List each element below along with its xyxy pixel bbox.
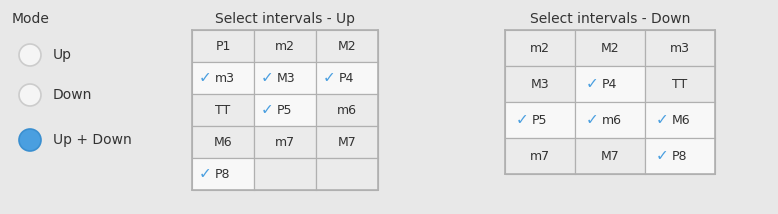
Text: M3: M3 [531,77,549,91]
Bar [254,126,316,158]
Bar [316,158,378,190]
Bar [575,30,645,66]
Bar [192,62,254,94]
Bar [575,102,645,138]
Bar [575,66,645,102]
Bar [645,30,715,66]
Text: P8: P8 [672,150,688,162]
Text: m6: m6 [602,113,622,126]
Text: M7: M7 [338,135,356,149]
Bar [316,94,378,126]
Text: P8: P8 [215,168,230,180]
Bar [316,126,378,158]
Text: ✓: ✓ [322,70,335,86]
Text: M3: M3 [277,71,296,85]
Text: ✓: ✓ [198,166,211,181]
Circle shape [19,44,41,66]
Bar [254,158,316,190]
Bar [192,94,254,126]
Text: ✓: ✓ [585,113,598,128]
Text: ✓: ✓ [585,76,598,92]
Text: Up: Up [53,48,72,62]
Circle shape [22,132,38,148]
Text: Down: Down [53,88,93,102]
Bar [645,138,715,174]
Text: M6: M6 [672,113,691,126]
Text: Mode: Mode [12,12,50,26]
Bar [316,30,378,62]
Circle shape [19,84,41,106]
Bar [575,138,645,174]
Text: ✓: ✓ [261,70,273,86]
Bar [254,94,316,126]
Text: m2: m2 [530,42,550,55]
Text: P5: P5 [277,104,293,116]
Text: m7: m7 [275,135,295,149]
Text: Select intervals - Up: Select intervals - Up [215,12,355,26]
Text: P4: P4 [602,77,618,91]
Bar [505,138,575,174]
Bar [254,30,316,62]
Bar [505,30,575,66]
Text: M7: M7 [601,150,619,162]
Text: TT: TT [216,104,230,116]
Text: M6: M6 [214,135,233,149]
Text: ✓: ✓ [655,113,668,128]
Text: ✓: ✓ [655,149,668,163]
Text: TT: TT [672,77,688,91]
Text: ✓: ✓ [515,113,528,128]
Text: m3: m3 [670,42,690,55]
Bar [645,102,715,138]
Text: ✓: ✓ [261,103,273,117]
Text: P4: P4 [339,71,354,85]
Bar [254,62,316,94]
Bar [192,126,254,158]
Bar [192,158,254,190]
Text: M2: M2 [601,42,619,55]
Bar [505,102,575,138]
Circle shape [19,129,41,151]
Text: m7: m7 [530,150,550,162]
Text: m6: m6 [337,104,357,116]
Text: M2: M2 [338,40,356,52]
Text: m2: m2 [275,40,295,52]
Text: Select intervals - Down: Select intervals - Down [530,12,690,26]
Bar [505,66,575,102]
Text: P1: P1 [216,40,231,52]
Text: ✓: ✓ [198,70,211,86]
Bar [316,62,378,94]
Text: m3: m3 [215,71,235,85]
Text: P5: P5 [532,113,548,126]
Text: Up + Down: Up + Down [53,133,131,147]
Bar [192,30,254,62]
Bar [645,66,715,102]
